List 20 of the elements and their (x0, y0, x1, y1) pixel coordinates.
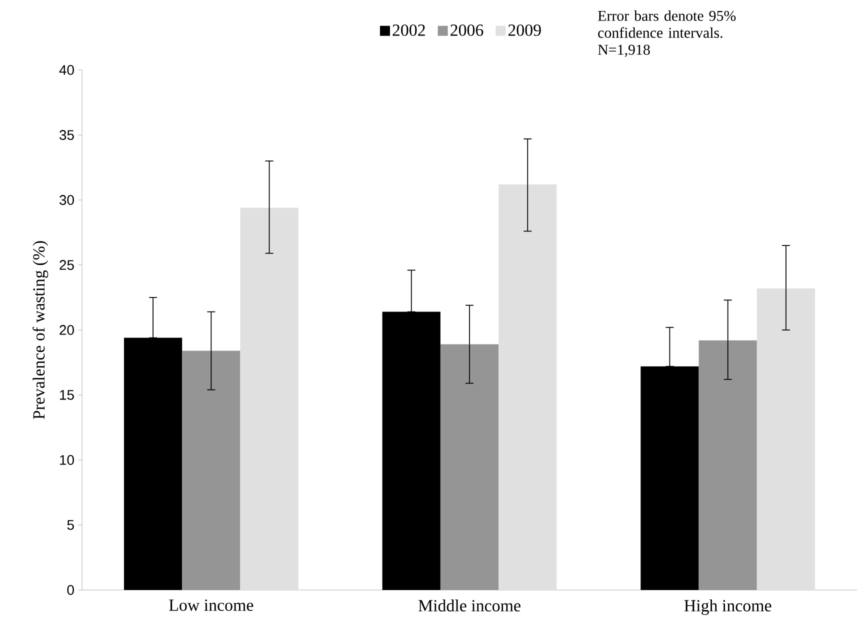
legend-label: 2006 (450, 24, 484, 36)
bar (240, 208, 298, 590)
legend-label: 2009 (508, 24, 541, 36)
x-tick-label: Middle income (418, 600, 520, 612)
y-tick-label: 40 (59, 65, 74, 75)
y-tick-label: 25 (60, 260, 74, 270)
y-tick-label: 5 (67, 520, 74, 530)
bar (498, 184, 557, 590)
x-tick-label: Low income (169, 600, 254, 611)
y-tick-label: 15 (60, 390, 74, 400)
y-axis-title: Prevalence of wasting (%) (32, 241, 48, 420)
text: Error bars denote 95% confidence intervals. N=1,918 (598, 10, 736, 57)
y-tick-label: 0 (67, 585, 74, 595)
legend-label: 2002 (392, 24, 425, 36)
y-tick-label: 30 (59, 195, 74, 205)
y-tick-label: 35 (59, 130, 74, 140)
bar (756, 288, 816, 590)
y-tick-label: 20 (60, 325, 74, 335)
y-tick-label: 10 (60, 455, 74, 465)
x-tick-label: High income (684, 600, 772, 615)
